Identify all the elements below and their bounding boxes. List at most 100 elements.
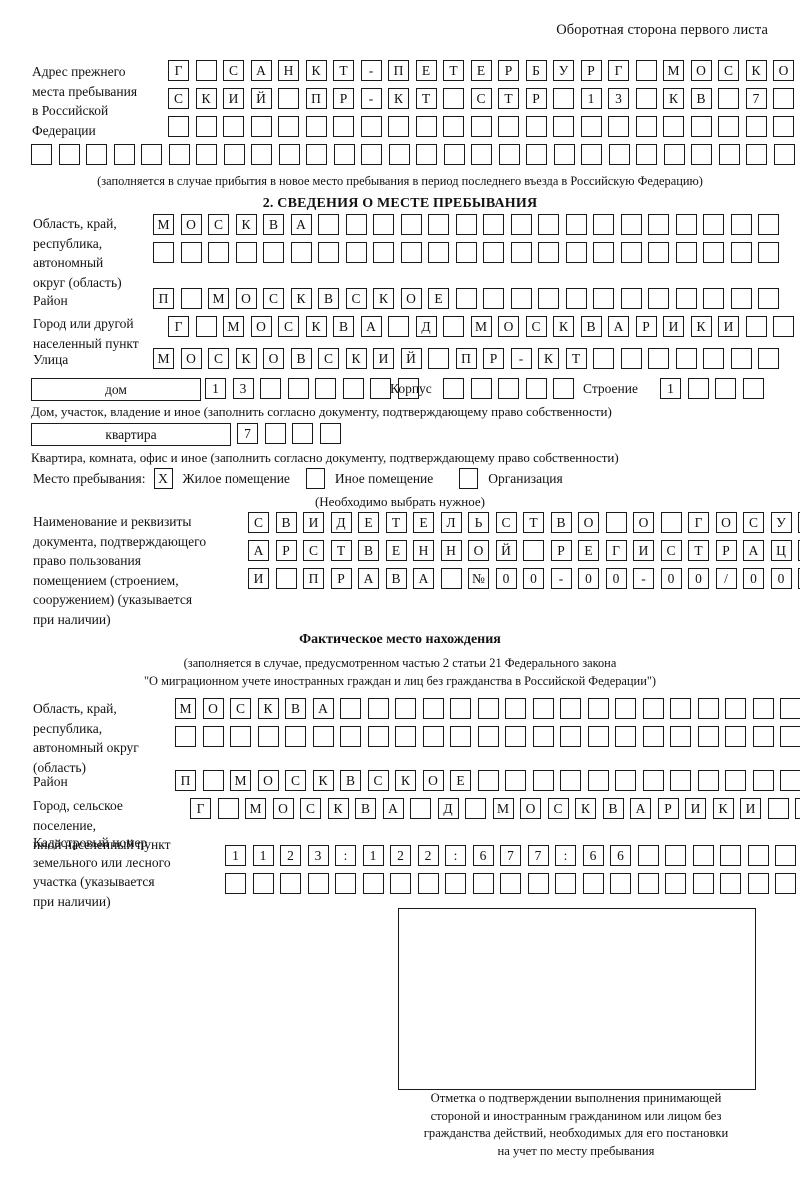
actual-district-r1-cell-2[interactable] <box>202 770 224 791</box>
flat-cells[interactable]: 7 <box>237 423 341 444</box>
house-cell-8[interactable] <box>397 378 419 399</box>
district-r1-cell-11[interactable]: Е <box>428 288 449 309</box>
prev-address-r3-cell-17[interactable] <box>608 116 629 137</box>
city-r1-cell-17[interactable]: А <box>608 316 629 337</box>
street-r1-cell-3[interactable]: С <box>208 348 229 369</box>
region-r2-cell-13[interactable] <box>483 242 504 263</box>
prev-address-r3-cell-14[interactable] <box>525 116 547 137</box>
cadastral-r1-cell-17[interactable] <box>665 845 686 866</box>
prev-address-r4-cell-3[interactable] <box>86 144 107 165</box>
document-r1-cell-3[interactable]: И <box>303 512 324 533</box>
cadastral-r2-cell-1[interactable] <box>225 873 246 894</box>
prev-address-r3-cell-21[interactable] <box>718 116 739 137</box>
prev-address-r3-cell-16[interactable] <box>580 116 602 137</box>
document-r3-cell-4[interactable]: Р <box>330 568 352 589</box>
document-r1-cell-13[interactable]: О <box>578 512 599 533</box>
actual-city-r1-cell-17[interactable]: А <box>630 798 651 819</box>
actual-region-r2-cell-21[interactable] <box>725 726 746 747</box>
actual-region-r1-cell-4[interactable]: К <box>257 698 279 719</box>
city-r1-cell-15[interactable]: К <box>553 316 574 337</box>
document-r2-cell-19[interactable]: А <box>743 540 764 561</box>
region-r2-cell-17[interactable] <box>593 242 614 263</box>
cadastral-r1-cell-7[interactable]: 2 <box>390 845 411 866</box>
district-r1-cell-9[interactable]: К <box>373 288 394 309</box>
region-r1-cell-21[interactable] <box>703 214 724 235</box>
house-cell-5[interactable] <box>315 378 336 399</box>
actual-region-r1-cell-5[interactable]: В <box>285 698 306 719</box>
district-r1-cell-18[interactable] <box>620 288 642 309</box>
actual-region-r1-cell-22[interactable] <box>752 698 774 719</box>
prev-address-r3-cell-11[interactable] <box>443 116 464 137</box>
actual-district-r1-cell-3[interactable]: М <box>230 770 251 791</box>
cadastral-r2-cell-3[interactable] <box>280 873 301 894</box>
district-r1-cell-4[interactable]: О <box>235 288 257 309</box>
street-r1-cell-9[interactable]: И <box>373 348 394 369</box>
region-r2-cell-1[interactable] <box>153 242 174 263</box>
stay-type-checkbox-3[interactable] <box>459 468 479 489</box>
district-r1-cell-17[interactable] <box>593 288 614 309</box>
document-r3-cell-7[interactable]: А <box>413 568 434 589</box>
city-r1-cell-5[interactable]: С <box>278 316 299 337</box>
document-r2-cell-18[interactable]: Р <box>715 540 737 561</box>
region-r1-cell-16[interactable] <box>565 214 587 235</box>
region-r1-cell-20[interactable] <box>675 214 697 235</box>
prev-address-r4-cell-6[interactable] <box>168 144 190 165</box>
city-r1-cell-13[interactable]: О <box>498 316 519 337</box>
prev-address-r1-cell-18[interactable] <box>635 60 657 81</box>
cadastral-r1-cell-20[interactable] <box>747 845 769 866</box>
region-r1-cell-9[interactable] <box>373 214 394 235</box>
prev-address-r1-cell-15[interactable]: У <box>553 60 574 81</box>
cadastral-r2-cell-19[interactable] <box>720 873 741 894</box>
korpus-cells[interactable] <box>443 378 574 399</box>
document-r1-cell-15[interactable]: О <box>633 512 654 533</box>
prev-address-r4-cell-17[interactable] <box>471 144 492 165</box>
actual-region-r2-cell-18[interactable] <box>642 726 664 747</box>
actual-city-r1-cell-7[interactable]: В <box>355 798 376 819</box>
prev-address-r2-cell-6[interactable]: П <box>305 88 327 109</box>
cadastral-r1-cell-15[interactable]: 6 <box>610 845 631 866</box>
document-r1-cell-4[interactable]: Д <box>330 512 352 533</box>
street-r1-cell-15[interactable]: К <box>538 348 559 369</box>
document-r1-cell-10[interactable]: С <box>495 512 517 533</box>
cadastral-r2-cell-20[interactable] <box>747 873 769 894</box>
cadastral-r1-cell-5[interactable]: : <box>335 845 356 866</box>
region-r1-cell-23[interactable] <box>758 214 779 235</box>
street-r1-cell-19[interactable] <box>648 348 669 369</box>
prev-address-r4-cell-1[interactable] <box>31 144 52 165</box>
korpus-cell-2[interactable] <box>470 378 492 399</box>
actual-region-r2-cell-23[interactable] <box>780 726 800 747</box>
actual-region-r1-cell-8[interactable] <box>367 698 389 719</box>
street-r1-cell-22[interactable] <box>730 348 752 369</box>
document-r3-cell-19[interactable]: 0 <box>743 568 764 589</box>
prev-address-r1-cell-21[interactable]: С <box>718 60 739 81</box>
actual-region-r1-cell-2[interactable]: О <box>202 698 224 719</box>
cadastral-r1-cell-8[interactable]: 2 <box>417 845 439 866</box>
street-r1-cell-17[interactable] <box>593 348 614 369</box>
actual-region-r2-cell-16[interactable] <box>587 726 609 747</box>
actual-city-r1-cell-11[interactable] <box>465 798 486 819</box>
actual-region-r1-cell-17[interactable] <box>615 698 636 719</box>
korpus-cell-4[interactable] <box>525 378 547 399</box>
document-r2-cell-21[interactable]: И <box>798 540 800 561</box>
stay-type-row[interactable]: Место пребывания: X Жилое помещение Иное по… <box>33 468 587 489</box>
actual-region-r2-cell-22[interactable] <box>752 726 774 747</box>
prev-address-r4-cell-21[interactable] <box>581 144 602 165</box>
prev-address-r3-cell-12[interactable] <box>470 116 492 137</box>
actual-city-r1-cell-4[interactable]: О <box>272 798 294 819</box>
city-r1-cell-21[interactable]: И <box>718 316 739 337</box>
prev-address-r4-cell-14[interactable] <box>388 144 410 165</box>
prev-address-r1-cell-19[interactable]: М <box>663 60 684 81</box>
region-r1-cell-18[interactable] <box>620 214 642 235</box>
actual-region-r1-cell-21[interactable] <box>725 698 746 719</box>
document-r1-cell-12[interactable]: В <box>550 512 572 533</box>
house-cell-7[interactable] <box>370 378 391 399</box>
region-r2-cell-4[interactable] <box>235 242 257 263</box>
city-r1-cell-18[interactable]: Р <box>635 316 657 337</box>
cadastral-r1-cell-19[interactable] <box>720 845 741 866</box>
korpus-cell-5[interactable] <box>553 378 574 399</box>
prev-address-r3-cell-15[interactable] <box>553 116 574 137</box>
cadastral-r2-cell-16[interactable] <box>637 873 659 894</box>
